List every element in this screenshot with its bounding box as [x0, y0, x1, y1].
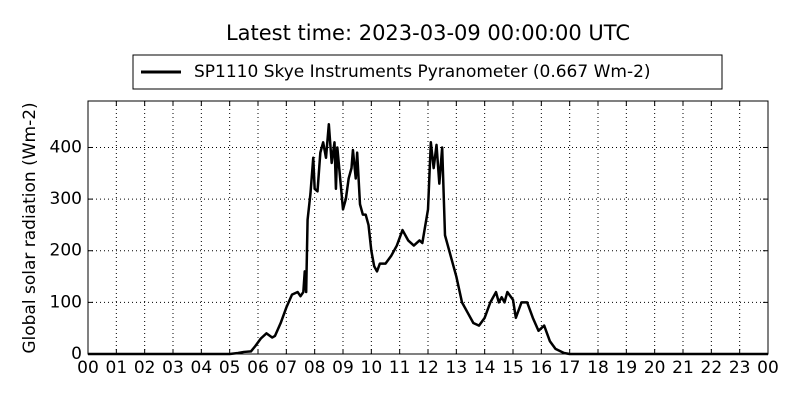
x-tick-label: 21	[672, 358, 694, 378]
y-tick-label: 0	[71, 344, 82, 364]
y-axis-label: Global solar radiation (Wm-2)	[20, 102, 40, 353]
y-tick-label: 100	[50, 292, 82, 312]
y-tick-label: 400	[50, 137, 82, 157]
x-tick-label: 16	[531, 358, 553, 378]
x-tick-label: 00	[757, 358, 779, 378]
x-tick-label: 02	[134, 358, 156, 378]
x-tick-label: 14	[474, 358, 496, 378]
x-tick-label: 10	[361, 358, 383, 378]
y-tick-label: 200	[50, 241, 82, 261]
y-tick-label: 300	[50, 189, 82, 209]
x-tick-label: 22	[701, 358, 723, 378]
x-tick-label: 15	[502, 358, 524, 378]
x-tick-label: 11	[389, 358, 411, 378]
x-tick-label: 06	[247, 358, 269, 378]
x-tick-label: 09	[332, 358, 354, 378]
x-tick-label: 20	[644, 358, 666, 378]
plot-frame	[87, 100, 769, 355]
x-tick-label: 05	[219, 358, 241, 378]
x-tick-label: 00	[77, 358, 99, 378]
x-tick-label: 01	[106, 358, 128, 378]
x-tick-label: 19	[616, 358, 638, 378]
legend-label: SP1110 Skye Instruments Pyranometer (0.6…	[194, 62, 651, 82]
x-tick-label: 17	[559, 358, 581, 378]
x-tick-label: 12	[417, 358, 439, 378]
chart-title: Latest time: 2023-03-09 00:00:00 UTC	[226, 21, 630, 45]
x-tick-label: 07	[276, 358, 298, 378]
data-line	[88, 122, 768, 356]
legend-box	[132, 54, 723, 90]
x-tick-label: 13	[446, 358, 468, 378]
x-tick-label: 04	[191, 358, 213, 378]
x-tick-label: 18	[587, 358, 609, 378]
x-tick-label: 08	[304, 358, 326, 378]
x-tick-label: 03	[162, 358, 184, 378]
x-tick-label: 23	[729, 358, 751, 378]
